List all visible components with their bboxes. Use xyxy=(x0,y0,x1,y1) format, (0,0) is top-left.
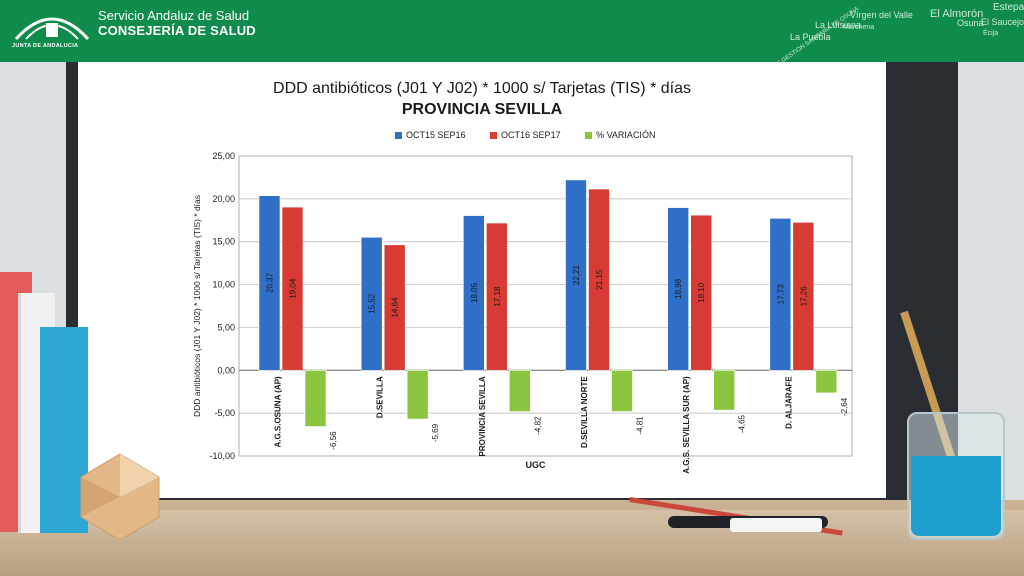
bar xyxy=(815,369,838,394)
bar xyxy=(463,215,485,371)
y-tick-label: 0,00 xyxy=(217,365,235,375)
shelf xyxy=(0,500,1024,576)
data-label: -2,64 xyxy=(840,397,849,416)
data-label: 18,10 xyxy=(697,282,706,303)
shelf-edge xyxy=(0,500,1024,510)
data-label: -4,65 xyxy=(738,414,747,433)
data-label: 19,04 xyxy=(289,278,298,299)
legend-item: OCT16 SEP17 xyxy=(490,130,561,140)
y-tick-label: 10,00 xyxy=(212,280,235,290)
bar xyxy=(360,236,383,371)
area-word: Écija xyxy=(983,30,999,37)
data-label: 22,21 xyxy=(572,265,581,286)
logo-text: JUNTA DE ANDALUCIA xyxy=(12,43,79,49)
category-label: PROVINCIA SEVILLA xyxy=(478,376,487,456)
bar xyxy=(611,369,633,412)
legend-item: OCT15 SEP16 xyxy=(395,130,466,140)
data-label: 18,05 xyxy=(470,282,479,303)
plot-area xyxy=(238,155,853,457)
legend-swatch xyxy=(395,132,402,140)
area-word: Marchena xyxy=(843,24,875,31)
x-axis-label: UGC xyxy=(526,460,547,470)
bar xyxy=(667,207,689,371)
bar xyxy=(713,369,735,411)
legend-label: % VARIACIÓN xyxy=(596,130,656,140)
y-tick-label: 25,00 xyxy=(212,151,235,161)
org-name: Servicio Andaluz de Salud xyxy=(98,8,250,23)
geometric-ornament xyxy=(80,453,160,541)
header-bar: JUNTA DE ANDALUCIA Servicio Andaluz de S… xyxy=(0,0,1024,80)
legend-item: % VARIACIÓN xyxy=(585,130,655,140)
area-word: El Saucejo xyxy=(981,17,1024,27)
data-label: 17,26 xyxy=(799,286,808,307)
data-label: -4,81 xyxy=(636,416,645,435)
data-label: 17,73 xyxy=(776,284,785,305)
legend-label: OCT15 SEP16 xyxy=(406,130,466,140)
y-tick-label: -5,00 xyxy=(214,408,235,418)
bar xyxy=(769,218,792,371)
jar-water xyxy=(911,456,1001,536)
data-label: 15,52 xyxy=(368,293,377,314)
junta-andalucia-logo: JUNTA DE ANDALUCIA xyxy=(12,5,92,55)
chart-subtitle: PROVINCIA SEVILLA xyxy=(401,101,563,118)
category-label: D. ALJARAFE xyxy=(784,376,793,429)
data-label: -5,69 xyxy=(431,423,440,442)
area-word: Vírgen del Valle xyxy=(850,10,913,20)
bar xyxy=(304,369,327,427)
data-label: 14,64 xyxy=(391,297,400,318)
bar xyxy=(792,222,815,371)
area-word: Osuna xyxy=(957,18,984,28)
area-word: La Luisiana xyxy=(815,20,862,30)
bar xyxy=(509,369,531,412)
data-label: 21,15 xyxy=(595,269,604,290)
y-tick-label: 15,00 xyxy=(212,237,235,247)
category-label: A.G.S.OSUNA (AP) xyxy=(274,376,283,448)
bar-chart: -10,00 -5,00 0,00 5,00 10,00 15,00 20,00 25,00 2… xyxy=(192,151,853,474)
area-word: Estepa xyxy=(993,2,1024,13)
chart-legend: OCT15 SEP16 OCT16 SEP17 % VARIACIÓN xyxy=(395,130,677,140)
y-tick-label: -10,00 xyxy=(209,451,235,461)
book-blue xyxy=(40,327,88,533)
bar xyxy=(565,179,587,371)
bar xyxy=(258,195,281,371)
bar xyxy=(486,222,508,371)
y-tick-label: 20,00 xyxy=(212,194,235,204)
bar xyxy=(690,214,712,371)
area-word: La Puebla xyxy=(790,32,831,42)
water-jar xyxy=(907,412,1005,540)
chart-title: DDD antibióticos (J01 Y J02) * 1000 s/ T… xyxy=(273,80,691,97)
data-label: 18,98 xyxy=(674,278,683,299)
area-word: El Almorón xyxy=(930,8,984,20)
category-label: A.G.S. SEVILLA SUR (AP) xyxy=(682,376,691,474)
bar xyxy=(406,369,429,420)
data-label: 17,18 xyxy=(493,286,502,307)
bar xyxy=(588,188,610,371)
legend-swatch xyxy=(490,132,498,140)
data-label: 20,37 xyxy=(266,272,275,293)
data-label: -4,82 xyxy=(533,416,542,435)
logo-arc-icon xyxy=(14,17,90,41)
y-axis-label: DDD antibióticos (J01 Y J02) * 1000 s/ T… xyxy=(192,195,202,417)
data-label: -6,56 xyxy=(329,431,338,450)
legend-label: OCT16 SEP17 xyxy=(501,130,561,140)
category-label: D.SEVILLA NORTE xyxy=(580,376,589,448)
area-banner: ÁREA DE GESTIÓN SANITARIA DE OSUNA Estep… xyxy=(745,0,1024,80)
eraser xyxy=(730,518,822,532)
category-label: D.SEVILLA xyxy=(376,376,385,418)
bar xyxy=(383,244,406,371)
bar xyxy=(281,206,304,371)
org-department: CONSEJERÍA DE SALUD xyxy=(98,23,256,38)
legend-swatch xyxy=(585,132,593,140)
y-tick-label: 5,00 xyxy=(217,322,235,332)
